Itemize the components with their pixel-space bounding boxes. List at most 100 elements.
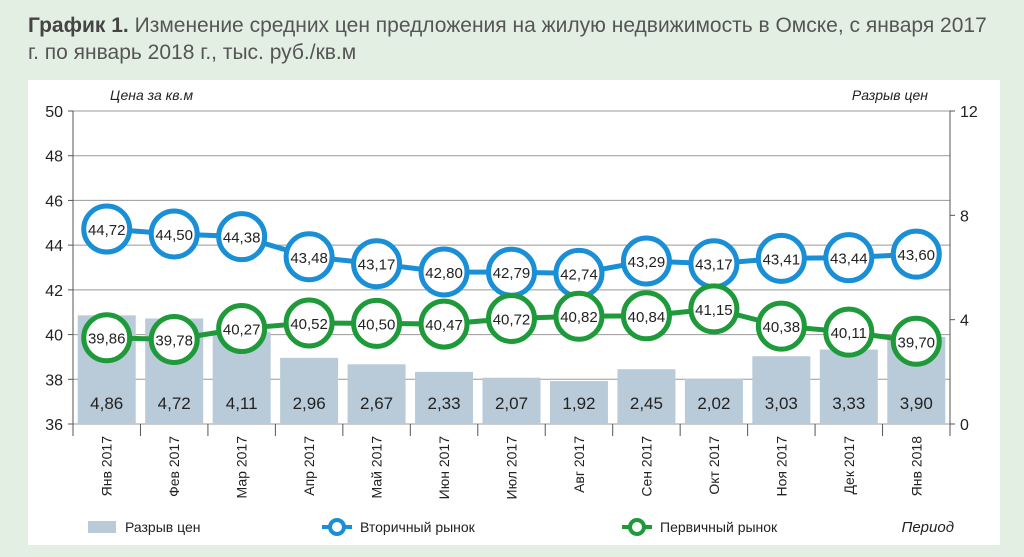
- point-label-primary: 40,52: [290, 316, 328, 333]
- point-primary: [553, 290, 605, 342]
- point-primary: [283, 297, 335, 349]
- bar-gap: [482, 377, 541, 424]
- x-tick-label: Дек 2017: [841, 436, 857, 495]
- point-primary: [688, 283, 740, 335]
- point-label-primary: 39,86: [88, 331, 126, 348]
- x-tick-label: Апр 2017: [301, 436, 317, 496]
- point-label-secondary: 43,17: [695, 257, 733, 274]
- x-tick-label: Фев 2017: [166, 436, 182, 497]
- point-primary: [620, 290, 672, 342]
- legend-label-secondary: Вторичный рынок: [360, 519, 476, 535]
- chart-title-text: Изменение средних цен предложения на жил…: [28, 14, 987, 64]
- point-label-secondary: 44,38: [223, 230, 261, 247]
- bar-label: 4,86: [90, 394, 123, 413]
- point-label-secondary: 43,48: [290, 250, 328, 267]
- point-secondary: [283, 231, 335, 283]
- bar-label: 2,96: [293, 394, 326, 413]
- bar-gap: [617, 369, 676, 424]
- bar-label: 2,67: [360, 394, 393, 413]
- y-tick-label: 42: [45, 283, 63, 300]
- y2-tick-label: 8: [960, 208, 969, 225]
- x-tick-label: Ноя 2017: [773, 436, 789, 497]
- point-label-primary: 40,47: [425, 317, 463, 334]
- point-primary: [81, 312, 133, 364]
- bar-label: 3,90: [900, 394, 933, 413]
- legend-marker-primary: [628, 518, 646, 536]
- point-secondary: [823, 232, 875, 284]
- point-label-primary: 40,11: [831, 325, 867, 342]
- point-secondary: [351, 238, 403, 290]
- y-tick-label: 36: [45, 417, 63, 434]
- legend-label-primary: Первичный рынок: [660, 519, 778, 535]
- y-tick-label: 40: [45, 328, 63, 345]
- point-primary: [890, 315, 942, 367]
- x-tick-label: Май 2017: [369, 436, 385, 499]
- bar-gap: [280, 357, 339, 424]
- y2-tick-label: 4: [960, 313, 969, 330]
- point-label-secondary: 43,41: [763, 251, 801, 268]
- y-tick-label: 38: [45, 372, 63, 389]
- point-label-secondary: 42,74: [560, 266, 598, 283]
- bar-gap: [347, 364, 406, 424]
- point-label-primary: 40,82: [560, 309, 598, 326]
- point-label-primary: 40,27: [223, 322, 261, 339]
- point-secondary: [620, 235, 672, 287]
- point-label-primary: 40,72: [493, 311, 531, 328]
- point-label-secondary: 44,72: [88, 222, 126, 239]
- bar-gap: [684, 378, 743, 424]
- point-label-primary: 39,70: [897, 334, 935, 351]
- point-secondary: [890, 228, 942, 280]
- x-axis-label: Период: [901, 519, 954, 536]
- point-label-secondary: 43,44: [830, 251, 868, 268]
- y2-tick-label: 12: [960, 104, 978, 121]
- point-primary: [216, 303, 268, 355]
- bar-label: 4,11: [226, 394, 258, 413]
- point-label-secondary: 43,17: [358, 257, 396, 274]
- y-tick-label: 44: [45, 238, 63, 255]
- bar-label: 2,45: [630, 394, 663, 413]
- x-tick-label: Авг 2017: [571, 436, 587, 493]
- bar-label: 2,02: [697, 394, 730, 413]
- bar-label: 2,07: [495, 394, 528, 413]
- bar-gap: [415, 371, 474, 424]
- point-primary: [148, 313, 200, 365]
- point-primary: [351, 297, 403, 349]
- chart-title-bold: График 1.: [28, 14, 129, 37]
- x-tick-label: Сен 2017: [638, 436, 654, 497]
- point-primary: [823, 306, 875, 358]
- point-secondary: [81, 203, 133, 255]
- bar-gap: [819, 349, 878, 424]
- point-label-primary: 40,50: [358, 316, 396, 333]
- y-tick-label: 50: [45, 104, 63, 121]
- y-tick-label: 48: [45, 149, 63, 166]
- x-tick-label: Июн 2017: [436, 436, 452, 500]
- point-label-primary: 41,15: [695, 302, 733, 319]
- point-secondary: [418, 246, 470, 298]
- chart-title: График 1. Изменение средних цен предложе…: [28, 12, 998, 66]
- point-secondary: [216, 211, 268, 263]
- x-tick-label: Окт 2017: [706, 436, 722, 495]
- y-tick-label: 46: [45, 193, 63, 210]
- bar-gap: [752, 356, 811, 424]
- x-tick-label: Янв 2018: [908, 436, 924, 497]
- bar-label: 1,92: [562, 394, 595, 413]
- point-label-secondary: 44,50: [155, 227, 193, 244]
- y2-axis-label: Разрыв цен: [852, 87, 928, 103]
- x-tick-label: Мар 2017: [234, 436, 250, 499]
- point-label-primary: 40,38: [763, 319, 801, 336]
- point-label-secondary: 43,60: [897, 247, 935, 264]
- point-label-primary: 39,78: [155, 332, 193, 349]
- point-label-primary: 40,84: [628, 309, 666, 326]
- bar-label: 3,03: [765, 394, 798, 413]
- point-secondary: [755, 232, 807, 284]
- point-label-secondary: 43,29: [628, 254, 666, 271]
- legend-swatch-gap: [88, 521, 116, 533]
- point-label-secondary: 42,79: [493, 265, 531, 282]
- x-tick-label: Июл 2017: [504, 436, 520, 500]
- legend-label-gap: Разрыв цен: [125, 519, 200, 535]
- point-primary: [486, 292, 537, 344]
- bar-gap: [549, 381, 608, 424]
- legend-marker-secondary: [328, 518, 346, 536]
- point-primary: [418, 298, 470, 350]
